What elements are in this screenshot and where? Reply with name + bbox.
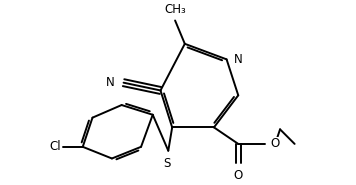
- Text: O: O: [234, 169, 243, 182]
- Text: CH₃: CH₃: [164, 3, 186, 16]
- Text: N: N: [106, 76, 115, 89]
- Text: N: N: [234, 53, 243, 66]
- Text: S: S: [164, 157, 171, 169]
- Text: Cl: Cl: [50, 140, 61, 153]
- Text: O: O: [270, 137, 279, 150]
